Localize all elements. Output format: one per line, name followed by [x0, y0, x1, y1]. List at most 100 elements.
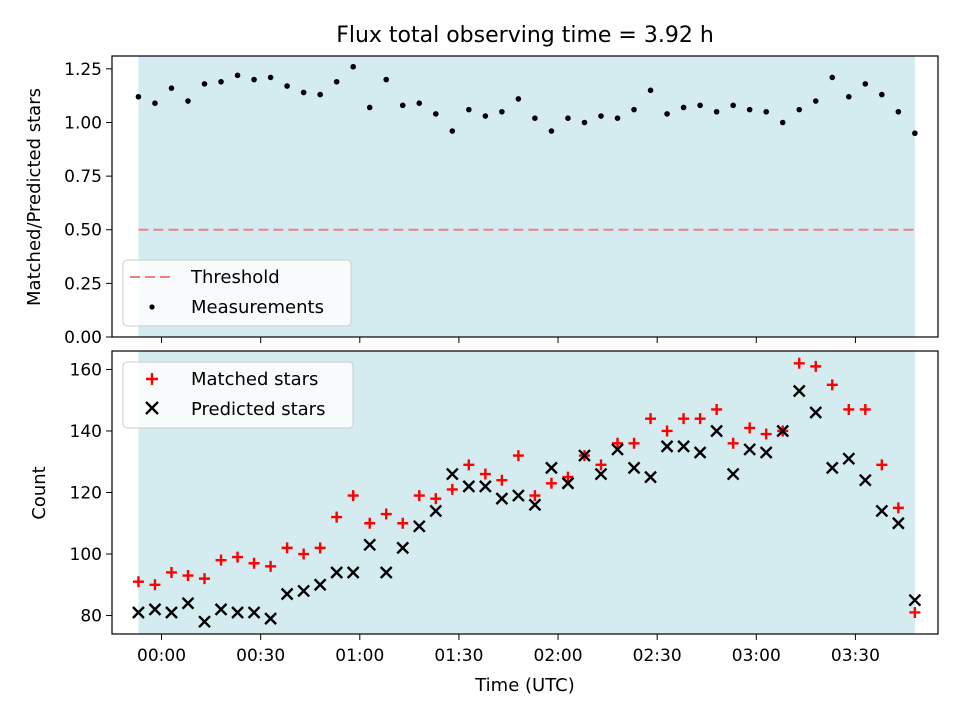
matched-star-point	[413, 490, 425, 502]
x-tick-label: 03:00	[732, 646, 781, 666]
bottom-y-tick-label: 80	[80, 607, 102, 627]
predicted-star-point	[280, 587, 294, 601]
predicted-star-point	[363, 538, 377, 552]
bottom-data-points	[132, 357, 922, 629]
matched-star-point	[678, 413, 690, 425]
measurement-point	[482, 113, 489, 119]
predicted-star-point	[892, 516, 905, 530]
top-y-axis: 0.00 0.25 0.50 0.75 1.00 1.25	[64, 60, 112, 348]
x-tick-label: 02:00	[534, 646, 583, 666]
top-axes-frame	[111, 55, 939, 338]
top-y-tick-label: 0.25	[64, 274, 102, 294]
matched-star-point	[711, 403, 723, 415]
measurement-point	[251, 76, 257, 83]
measurement-point	[152, 100, 158, 106]
matched-star-point	[612, 437, 624, 449]
predicted-star-point	[495, 492, 509, 506]
matched-star-point	[331, 511, 343, 523]
predicted-star-point	[247, 606, 261, 619]
matched-star-point	[248, 557, 260, 569]
predicted-star-point	[743, 443, 757, 456]
matched-star-point	[859, 403, 871, 415]
measurement-point	[565, 115, 571, 122]
measurement-point	[416, 100, 423, 106]
predicted-star-point	[776, 424, 790, 438]
measurement-point	[466, 106, 472, 113]
legend-predicted-swatch	[145, 401, 159, 415]
measurement-point	[598, 113, 604, 119]
predicted-star-point	[660, 440, 674, 453]
matched-star-point	[199, 573, 211, 585]
measurement-point	[399, 102, 406, 109]
predicted-star-point	[528, 498, 542, 512]
measurement-point	[383, 76, 390, 83]
matched-star-point	[496, 474, 508, 486]
measurement-point	[845, 93, 852, 100]
predicted-star-point	[313, 578, 327, 592]
measurement-point	[201, 81, 208, 87]
predicted-star-point	[825, 461, 839, 475]
predicted-star-point	[710, 424, 723, 438]
matched-star-point	[727, 437, 739, 449]
predicted-star-point	[561, 476, 575, 490]
bottom-x-axis: 00:00 00:30 01:00 01:30 02:00 02:30 03:00 03:30	[137, 634, 880, 666]
predicted-star-point	[545, 461, 558, 475]
predicted-star-point	[181, 596, 195, 610]
predicted-star-point	[693, 446, 707, 459]
predicted-star-point	[264, 612, 277, 625]
measurement-point	[796, 106, 803, 113]
matched-star-point	[463, 459, 475, 471]
x-tick-label: 01:00	[335, 646, 384, 666]
predicted-star-point	[594, 467, 608, 481]
x-tick-label: 00:30	[236, 646, 285, 666]
measurement-point	[284, 83, 290, 89]
top-x-ticks	[161, 337, 856, 343]
measurement-point	[135, 93, 142, 100]
matched-star-point	[430, 493, 442, 505]
predicted-star-point	[379, 566, 393, 579]
bottom-y-axis-label: Count	[29, 466, 50, 519]
measurement-point	[300, 89, 307, 96]
x-axis-label: Time (UTC)	[474, 675, 575, 696]
bottom-panel: 80 100 120 140 160 00:00 00:30 01:00 01:30 02:00…	[29, 350, 939, 696]
predicted-star-point	[412, 519, 426, 533]
matched-star-point	[215, 554, 227, 566]
legend-measurements-label: Measurements	[191, 297, 324, 318]
matched-star-point	[512, 450, 524, 462]
top-panel: 0.00 0.25 0.50 0.75 1.00 1.25 Matched/Predict…	[24, 55, 939, 348]
measurement-point	[697, 102, 703, 109]
legend-measurements-swatch	[149, 304, 155, 310]
predicted-star-point	[479, 479, 492, 493]
top-legend: Threshold Measurements	[122, 259, 352, 327]
predicted-star-point	[875, 504, 889, 518]
matched-star-point	[628, 437, 640, 449]
measurement-point	[515, 96, 522, 102]
matched-star-point	[645, 413, 657, 425]
measurement-point	[763, 108, 769, 115]
predicted-star-point	[396, 541, 410, 555]
predicted-star-point	[644, 470, 657, 484]
predicted-star-point	[611, 443, 624, 456]
matched-star-point	[165, 566, 177, 578]
matched-star-point	[595, 459, 607, 471]
measurement-point	[812, 98, 819, 104]
measurement-point	[730, 102, 736, 109]
measurement-point	[168, 85, 175, 91]
measurement-point	[647, 87, 654, 94]
measurement-point	[614, 115, 621, 122]
measurement-point	[779, 119, 786, 126]
top-y-tick-label: 1.25	[64, 60, 102, 80]
predicted-star-point	[578, 449, 591, 462]
measurement-point	[895, 108, 902, 115]
predicted-star-point	[677, 440, 690, 453]
matched-star-point	[479, 468, 491, 480]
legend-matched-label: Matched stars	[191, 369, 318, 390]
matched-star-point	[364, 517, 376, 529]
matched-star-point	[281, 542, 293, 554]
measurement-point	[680, 104, 687, 111]
matched-star-point	[909, 606, 921, 618]
matched-star-point	[760, 428, 772, 440]
matched-star-point	[182, 570, 194, 582]
matched-star-point	[132, 576, 144, 588]
predicted-star-point	[330, 566, 344, 579]
